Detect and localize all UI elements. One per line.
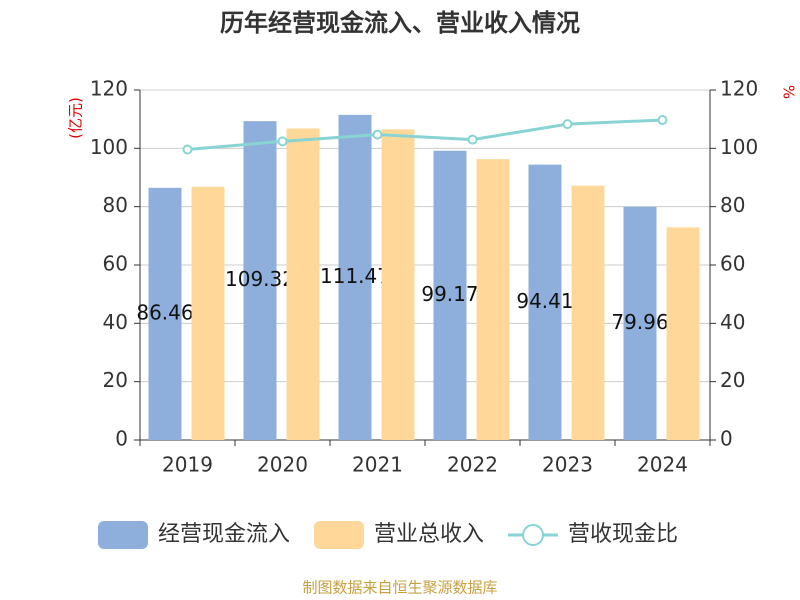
y2-tick-label: 100 [720, 135, 758, 159]
data-label: 79.96 [611, 310, 668, 334]
x-tick-label: 2023 [542, 453, 593, 477]
bar [666, 227, 700, 440]
legend-swatch [522, 524, 545, 546]
data-label: 94.41 [516, 289, 573, 313]
bar [148, 187, 182, 440]
y2-tick-label: 20 [720, 368, 745, 392]
y-tick-label: 0 [115, 427, 128, 451]
y2-tick-label: 0 [720, 427, 733, 451]
legend-label: 营业总收入 [374, 522, 484, 547]
chart-title: 历年经营现金流入、营业收入情况 [220, 9, 580, 37]
y-axis-label: (亿元) [67, 97, 85, 139]
bar [433, 150, 467, 441]
y2-axis-label: % [780, 85, 798, 99]
y-tick-label: 60 [103, 252, 128, 276]
bar [338, 114, 372, 441]
legend-swatch [314, 521, 365, 549]
line-point [277, 136, 288, 147]
bar [286, 128, 320, 440]
bar [191, 186, 225, 440]
y-tick-label: 120 [90, 77, 128, 101]
y-tick-label: 80 [103, 193, 128, 217]
bar [476, 159, 510, 440]
data-label: 109.32 [225, 267, 295, 291]
x-tick-label: 2021 [352, 453, 403, 477]
x-tick-label: 2020 [257, 453, 308, 477]
y-tick-label: 20 [103, 368, 128, 392]
x-tick-label: 2024 [637, 453, 688, 477]
data-label: 99.17 [421, 282, 478, 306]
line-point [467, 134, 478, 145]
line-point [562, 119, 573, 130]
x-tick-label: 2019 [162, 453, 213, 477]
line-point [372, 129, 383, 140]
bar [381, 129, 415, 440]
data-label: 86.46 [136, 300, 193, 324]
y-tick-label: 40 [103, 310, 128, 334]
legend-label: 经营现金流入 [158, 522, 290, 547]
bar [528, 164, 562, 440]
legend-swatch [98, 521, 148, 549]
bar [243, 121, 277, 441]
y2-tick-label: 80 [720, 193, 745, 217]
source-note: 制图数据来自恒生聚源数据库 [302, 579, 497, 597]
y2-tick-label: 120 [720, 77, 758, 101]
legend-label: 营收现金比 [568, 522, 678, 547]
line-point [657, 115, 668, 126]
line-point [182, 144, 193, 155]
bar [623, 206, 657, 440]
bar [571, 185, 605, 440]
data-label: 111.47 [320, 264, 390, 288]
x-tick-label: 2022 [447, 453, 498, 477]
y2-tick-label: 40 [720, 310, 745, 334]
line [187, 118, 663, 151]
y2-tick-label: 60 [720, 252, 745, 276]
y-tick-label: 100 [90, 135, 128, 159]
